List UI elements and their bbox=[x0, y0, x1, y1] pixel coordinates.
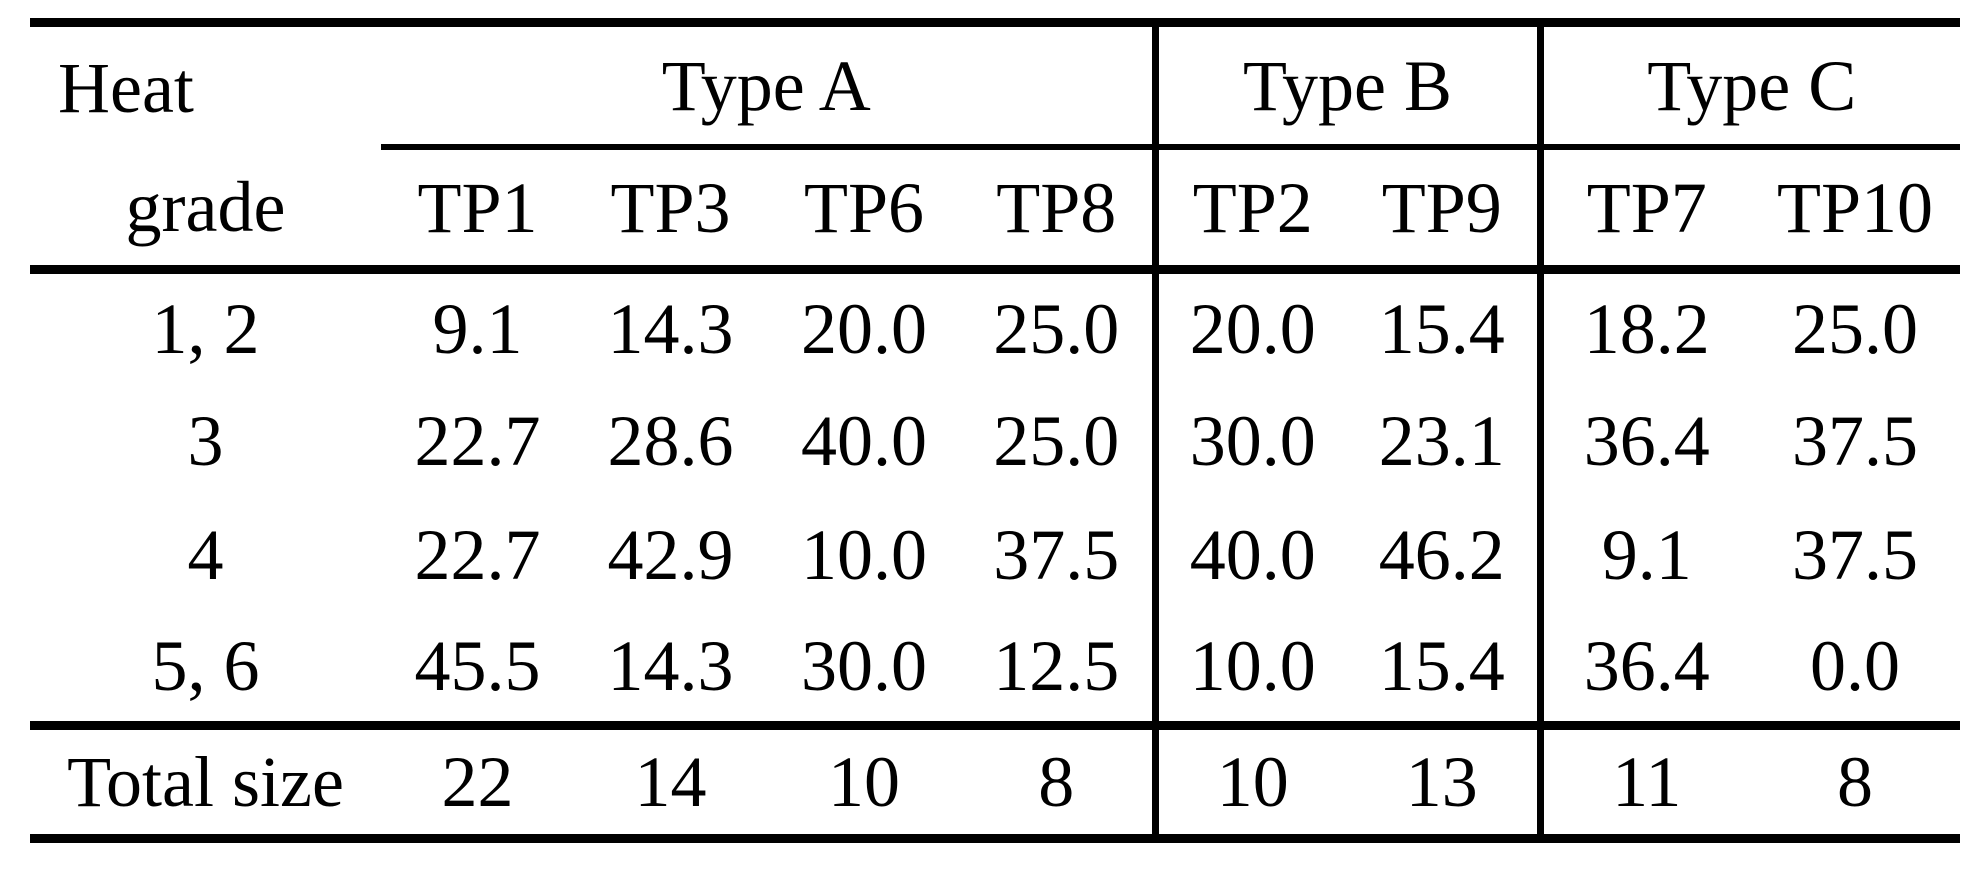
row-label: 4 bbox=[187, 514, 224, 595]
total-value-cell: 22 bbox=[381, 721, 574, 839]
value-cell: 12.5 bbox=[993, 626, 1120, 707]
column-header-tp10: TP10 bbox=[1750, 147, 1960, 275]
heat-grade-table: Heat grade Type A Type B Type C TP1 TP3 … bbox=[30, 18, 1960, 843]
value-cell: 15.4 bbox=[1378, 288, 1505, 369]
value-cell: 37.5 bbox=[1792, 514, 1918, 595]
value-cell: 25.0 bbox=[993, 400, 1120, 481]
total-value-cell: 8 bbox=[1750, 721, 1960, 839]
group-header-row: Heat grade Type A Type B Type C bbox=[30, 22, 1960, 274]
total-value-cell: 8 bbox=[961, 721, 1155, 839]
column-header-tp7: TP7 bbox=[1536, 147, 1750, 275]
value-cell: 45.5 bbox=[414, 626, 541, 707]
table-row-grade-1-2: 1, 2 9.1 14.3 20.0 25.0 20.0 15.4 18.2 2… bbox=[30, 269, 1960, 384]
column-header-tp9: TP9 bbox=[1347, 147, 1540, 275]
value-cell: 36.4 bbox=[1536, 383, 1750, 498]
value-cell: 10.0 bbox=[1151, 611, 1347, 726]
total-value-cell: 10 bbox=[767, 721, 961, 839]
value-cell: 25.0 bbox=[993, 288, 1120, 369]
corner-cell-heat-grade: Heat grade bbox=[30, 22, 381, 274]
total-value-cell: 14 bbox=[574, 721, 767, 839]
value-cell: 25.0 bbox=[1792, 288, 1918, 369]
table-row-total-size: Total size 22 14 10 8 10 13 11 8 bbox=[30, 721, 1960, 839]
column-header-tp8: TP8 bbox=[961, 147, 1155, 275]
corner-label-line2: grade bbox=[125, 167, 286, 247]
total-value-cell: 13 bbox=[1347, 721, 1540, 839]
value-cell: 30.0 bbox=[801, 626, 927, 707]
table-row-grade-5-6: 5, 6 45.5 14.3 30.0 12.5 10.0 15.4 36.4 … bbox=[30, 611, 1960, 726]
value-cell: 10.0 bbox=[801, 514, 927, 595]
total-value-cell: 11 bbox=[1536, 721, 1750, 839]
value-cell: 14.3 bbox=[607, 288, 734, 369]
value-cell: 40.0 bbox=[1151, 497, 1347, 612]
column-header-tp6: TP6 bbox=[767, 147, 961, 275]
row-label: 3 bbox=[187, 400, 224, 481]
column-header-tp1: TP1 bbox=[381, 147, 574, 275]
value-cell: 28.6 bbox=[607, 400, 734, 481]
value-cell: 14.3 bbox=[607, 626, 734, 707]
group-header-type-c: Type C bbox=[1536, 22, 1960, 151]
value-cell: 22.7 bbox=[414, 400, 541, 481]
value-cell: 0.0 bbox=[1810, 626, 1900, 707]
column-header-row: TP1 TP3 TP6 TP8 TP2 TP9 TP7 TP10 bbox=[30, 147, 1960, 275]
value-cell: 18.2 bbox=[1536, 269, 1750, 384]
value-cell: 23.1 bbox=[1378, 400, 1505, 481]
value-cell: 40.0 bbox=[801, 400, 927, 481]
value-cell: 20.0 bbox=[801, 288, 927, 369]
row-label: 5, 6 bbox=[151, 626, 260, 707]
value-cell: 42.9 bbox=[607, 514, 734, 595]
total-row-label: Total size bbox=[30, 721, 381, 839]
group-header-type-b: Type B bbox=[1151, 22, 1540, 151]
column-header-tp2: TP2 bbox=[1151, 147, 1347, 275]
value-cell: 37.5 bbox=[993, 514, 1120, 595]
table-row-grade-3: 3 22.7 28.6 40.0 25.0 30.0 23.1 36.4 37.… bbox=[30, 383, 1960, 498]
value-cell: 9.1 bbox=[432, 288, 523, 369]
corner-label-line1: Heat bbox=[58, 48, 194, 128]
row-label: 1, 2 bbox=[151, 288, 260, 369]
value-cell: 22.7 bbox=[414, 514, 541, 595]
table-row-grade-4: 4 22.7 42.9 10.0 37.5 40.0 46.2 9.1 37.5 bbox=[30, 497, 1960, 612]
total-value-cell: 10 bbox=[1151, 721, 1347, 839]
value-cell: 36.4 bbox=[1536, 611, 1750, 726]
value-cell: 15.4 bbox=[1378, 626, 1505, 707]
value-cell: 9.1 bbox=[1536, 497, 1750, 612]
value-cell: 30.0 bbox=[1151, 383, 1347, 498]
value-cell: 20.0 bbox=[1151, 269, 1347, 384]
group-header-type-a: Type A bbox=[381, 22, 1155, 151]
value-cell: 46.2 bbox=[1378, 514, 1505, 595]
column-header-tp3: TP3 bbox=[574, 147, 767, 275]
value-cell: 37.5 bbox=[1792, 400, 1918, 481]
